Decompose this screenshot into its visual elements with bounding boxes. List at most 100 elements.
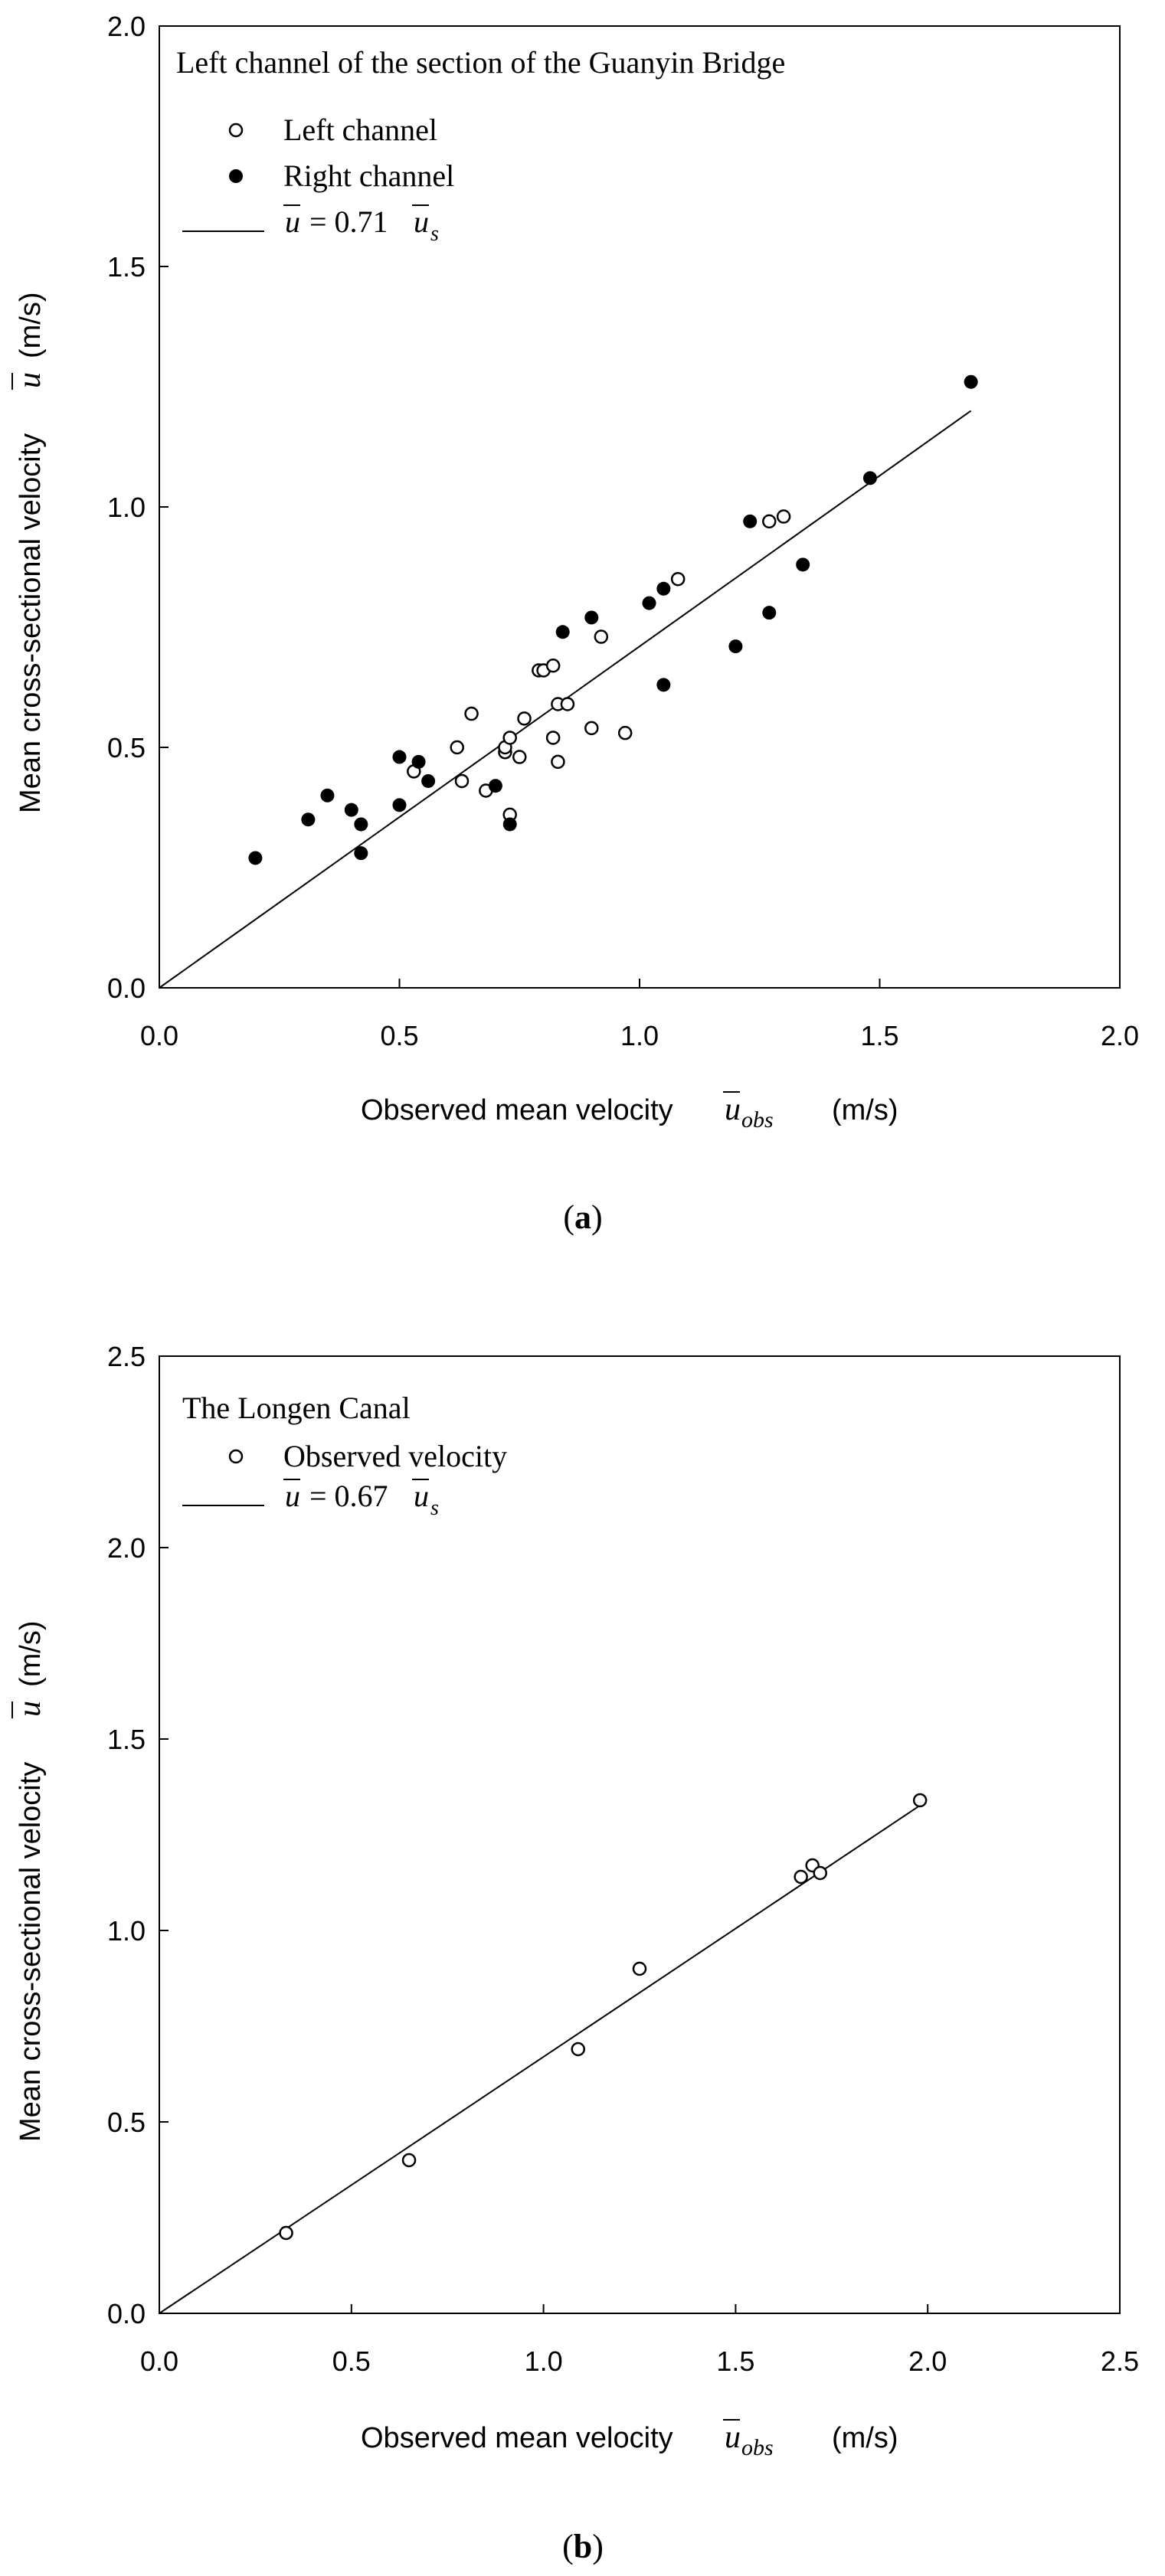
y-tick-label-a: 0.0	[107, 973, 146, 1004]
svg-text:s: s	[430, 1496, 439, 1520]
x-tick-label-b: 2.5	[1101, 2346, 1139, 2377]
data-point-open-b	[632, 1961, 647, 1976]
axes-b: 0.0 0.5 1.0 1.5 2.0 2.5 0.0 0.5 1.0 1.5 2.0 2.5	[107, 1341, 1139, 2377]
data-point-filled-a	[728, 639, 743, 654]
data-point-filled-a	[488, 779, 502, 793]
data-point-filled-a	[392, 750, 407, 764]
x-tick-label-b: 2.0	[908, 2346, 947, 2377]
legend-marker-right-channel	[229, 169, 243, 183]
data-point-filled-a	[320, 788, 335, 803]
svg-text:Observed mean velocity: Observed mean velocity	[361, 1094, 673, 1126]
x-tick-label-a: 2.0	[1101, 1020, 1139, 1051]
data-point-filled-a	[762, 606, 777, 620]
data-point-open-a	[450, 740, 464, 755]
data-point-open-a	[617, 725, 633, 740]
axes-a: 0.0 0.5 1.0 1.5 2.0 0.0 0.5 1.0 1.5 2.0	[107, 11, 1139, 1051]
data-point-filled-a	[301, 812, 316, 827]
legend-label-right-channel: Right channel	[283, 159, 454, 193]
data-point-filled-a	[743, 514, 758, 528]
svg-text:(m/s): (m/s)	[832, 2422, 898, 2454]
data-point-filled-a	[248, 851, 263, 865]
legend-label-observed-velocity: Observed velocity	[283, 1439, 507, 1473]
legend-marker-left-channel	[228, 123, 244, 138]
svg-text:= 0.67: = 0.67	[309, 1479, 388, 1513]
data-point-filled-a	[584, 610, 599, 625]
legend-label-fit-equation-b: u = 0.67 u s	[283, 1479, 439, 1520]
svg-text:u: u	[285, 204, 300, 239]
data-point-filled-a	[656, 678, 671, 692]
svg-text:(m/s): (m/s)	[15, 292, 47, 358]
data-point-filled-a	[392, 798, 407, 812]
data-point-open-a	[454, 773, 470, 789]
y-axis-label-a: Mean cross-sectional velocity u (m/s)	[11, 292, 47, 813]
x-tick-label-b: 0.0	[140, 2346, 178, 2377]
data-point-open-a	[512, 750, 527, 764]
svg-text:s: s	[430, 222, 439, 246]
y-tick-label-b: 0.0	[107, 2298, 146, 2329]
x-tick-label-a: 1.5	[860, 1020, 898, 1051]
data-point-filled-a	[411, 754, 426, 769]
y-tick-label-b: 1.5	[107, 1724, 146, 1755]
data-point-filled-a	[656, 581, 671, 596]
data-point-filled-a	[354, 846, 368, 861]
x-tick-label-b: 1.0	[525, 2346, 563, 2377]
chart-title-a: Left channel of the section of the Guany…	[176, 45, 785, 80]
svg-text:(m/s): (m/s)	[15, 1620, 47, 1687]
data-point-filled-a	[862, 471, 877, 485]
svg-text:u: u	[12, 372, 47, 388]
data-points-b	[279, 1793, 928, 2241]
chart-b: 0.0 0.5 1.0 1.5 2.0 2.5 0.0 0.5 1.0 1.5 2.0 2.5 The…	[11, 1341, 1139, 2565]
svg-text:u: u	[285, 1479, 300, 1513]
y-tick-label-a: 0.5	[107, 732, 146, 763]
x-tick-label-a: 1.0	[620, 1020, 659, 1051]
data-point-open-a	[545, 731, 561, 745]
chart-title-b: The Longen Canal	[182, 1391, 411, 1425]
legend-a: Left channel Right channel u = 0.71 u s	[182, 113, 454, 246]
data-point-filled-a	[344, 803, 358, 817]
data-point-open-b	[813, 1865, 828, 1881]
panel-label-a: (a)	[563, 1198, 602, 1236]
data-point-open-a	[762, 514, 777, 529]
svg-text:Observed mean velocity: Observed mean velocity	[361, 2422, 673, 2454]
plot-area-b	[159, 1355, 1121, 2314]
data-point-filled-a	[502, 817, 517, 832]
data-point-open-a	[545, 658, 561, 673]
legend-marker-observed-velocity	[228, 1449, 244, 1464]
svg-text:(m/s): (m/s)	[832, 1094, 898, 1126]
data-points-a	[248, 374, 978, 865]
y-tick-label-a: 2.0	[107, 11, 146, 42]
svg-text:u: u	[414, 204, 429, 239]
svg-text:u: u	[12, 1701, 47, 1717]
data-point-open-b	[279, 2225, 293, 2241]
x-axis-label-b: Observed mean velocity u obs (m/s)	[361, 2419, 898, 2460]
data-point-filled-a	[354, 817, 368, 832]
data-point-open-a	[594, 629, 609, 644]
data-point-filled-a	[964, 374, 978, 389]
x-axis-label-a: Observed mean velocity u obs (m/s)	[361, 1091, 898, 1133]
data-point-open-a	[464, 706, 479, 721]
data-point-filled-a	[796, 557, 810, 572]
data-point-open-a	[670, 571, 686, 587]
data-point-open-a	[776, 509, 791, 524]
svg-text:obs: obs	[741, 1107, 774, 1133]
chart-a: 0.0 0.5 1.0 1.5 2.0 0.0 0.5 1.0 1.5 2.0 Left chan…	[11, 11, 1139, 1236]
x-tick-label-a: 0.0	[140, 1020, 178, 1051]
legend-label-fit-equation: u = 0.71 u s	[283, 204, 439, 246]
svg-text:u: u	[725, 2420, 741, 2455]
data-point-open-b	[571, 2042, 585, 2057]
data-point-filled-a	[555, 625, 570, 639]
legend-b: Observed velocity u = 0.67 u s	[182, 1439, 507, 1520]
y-tick-label-b: 2.0	[107, 1532, 146, 1564]
x-tick-label-b: 0.5	[332, 2346, 371, 2377]
svg-text:u: u	[414, 1479, 429, 1513]
data-point-open-b	[794, 1869, 808, 1885]
y-tick-label-b: 2.5	[107, 1341, 146, 1372]
data-point-open-a	[502, 731, 517, 745]
legend-label-left-channel: Left channel	[283, 113, 437, 147]
svg-text:u: u	[725, 1092, 741, 1127]
y-axis-label-b: Mean cross-sectional velocity u (m/s)	[11, 1620, 47, 2142]
panel-label-b: (b)	[562, 2528, 604, 2565]
y-tick-label-b: 1.0	[107, 1915, 146, 1947]
data-point-filled-a	[642, 596, 656, 610]
